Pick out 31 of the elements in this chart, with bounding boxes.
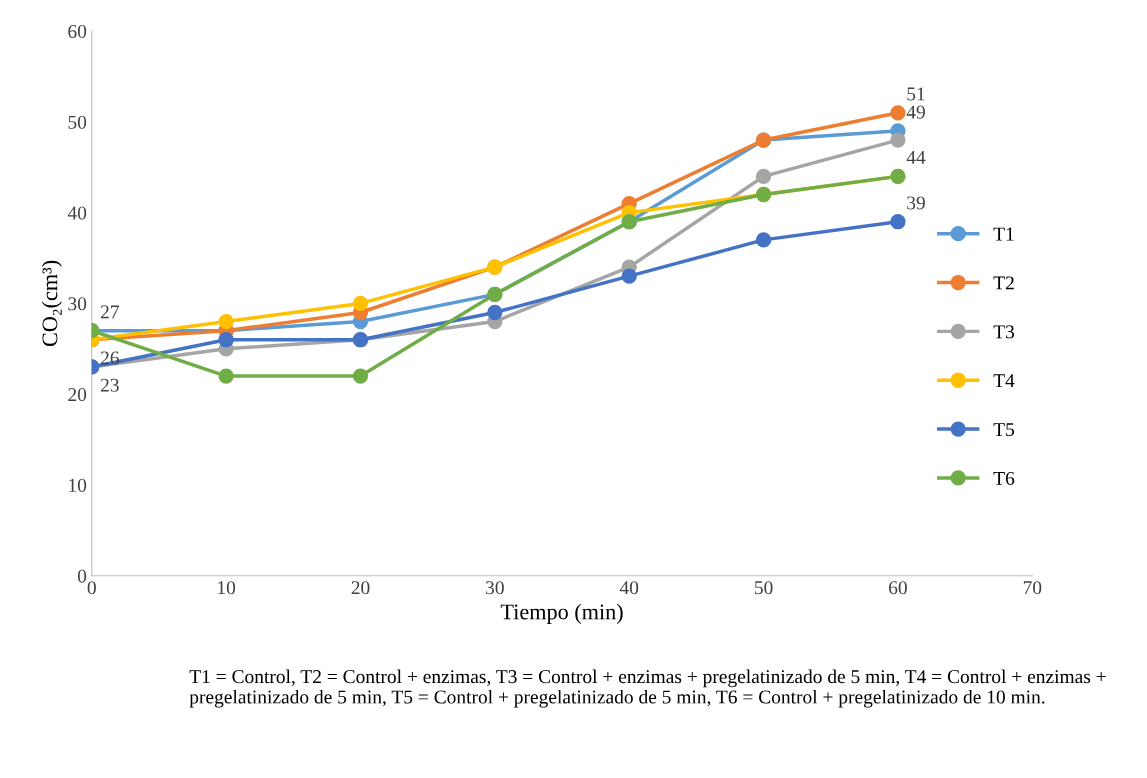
- legend-label: T2: [993, 276, 1014, 290]
- data-label: 49: [906, 105, 925, 119]
- x-tick-label: 10: [218, 581, 236, 595]
- y-tick-label: 10: [69, 478, 87, 492]
- x-tick-label: 40: [619, 581, 639, 595]
- y-tick-label: 30: [68, 297, 87, 311]
- x-tick-label: 70: [1023, 581, 1042, 595]
- legend-label: T5: [993, 423, 1015, 437]
- legend-label: T3: [993, 325, 1015, 339]
- data-label: 44: [906, 151, 926, 164]
- legend-label: T1: [993, 227, 1014, 241]
- x-axis-title: Tiempo (min): [500, 603, 623, 624]
- x-tick-label: 50: [754, 581, 773, 595]
- y-tick-label: 0: [77, 569, 87, 583]
- x-tick-label: 0: [87, 581, 96, 595]
- data-label: 27: [100, 305, 119, 319]
- y-tick-label: 40: [67, 206, 87, 220]
- x-tick-label: 60: [889, 581, 907, 595]
- legend-label: T4: [993, 374, 1015, 388]
- x-tick-label: 20: [351, 581, 370, 595]
- legend-label: T6: [993, 471, 1015, 485]
- data-label: 23: [100, 378, 119, 392]
- data-label: 39: [907, 196, 925, 210]
- y-tick-label: 20: [68, 388, 87, 402]
- y-axis-title: CO₂(cm³): [41, 260, 62, 347]
- data-label: 51: [907, 87, 925, 101]
- y-tick-label: 60: [68, 24, 87, 39]
- y-tick-label: 50: [68, 115, 87, 129]
- text: T1 = Control, T2 = Control + enzimas, T3 = Control + enzimas + pregelatinizado de 5 min, T4 = Control + enzimas + pregelatinizado de 5 min, T5 = Control + pregelatinizado de 5 min, T6 = Control + pregelatinizado de 10 min.: [189, 669, 1106, 708]
- data-label: 26: [100, 351, 119, 365]
- x-tick-label: 30: [486, 581, 504, 595]
